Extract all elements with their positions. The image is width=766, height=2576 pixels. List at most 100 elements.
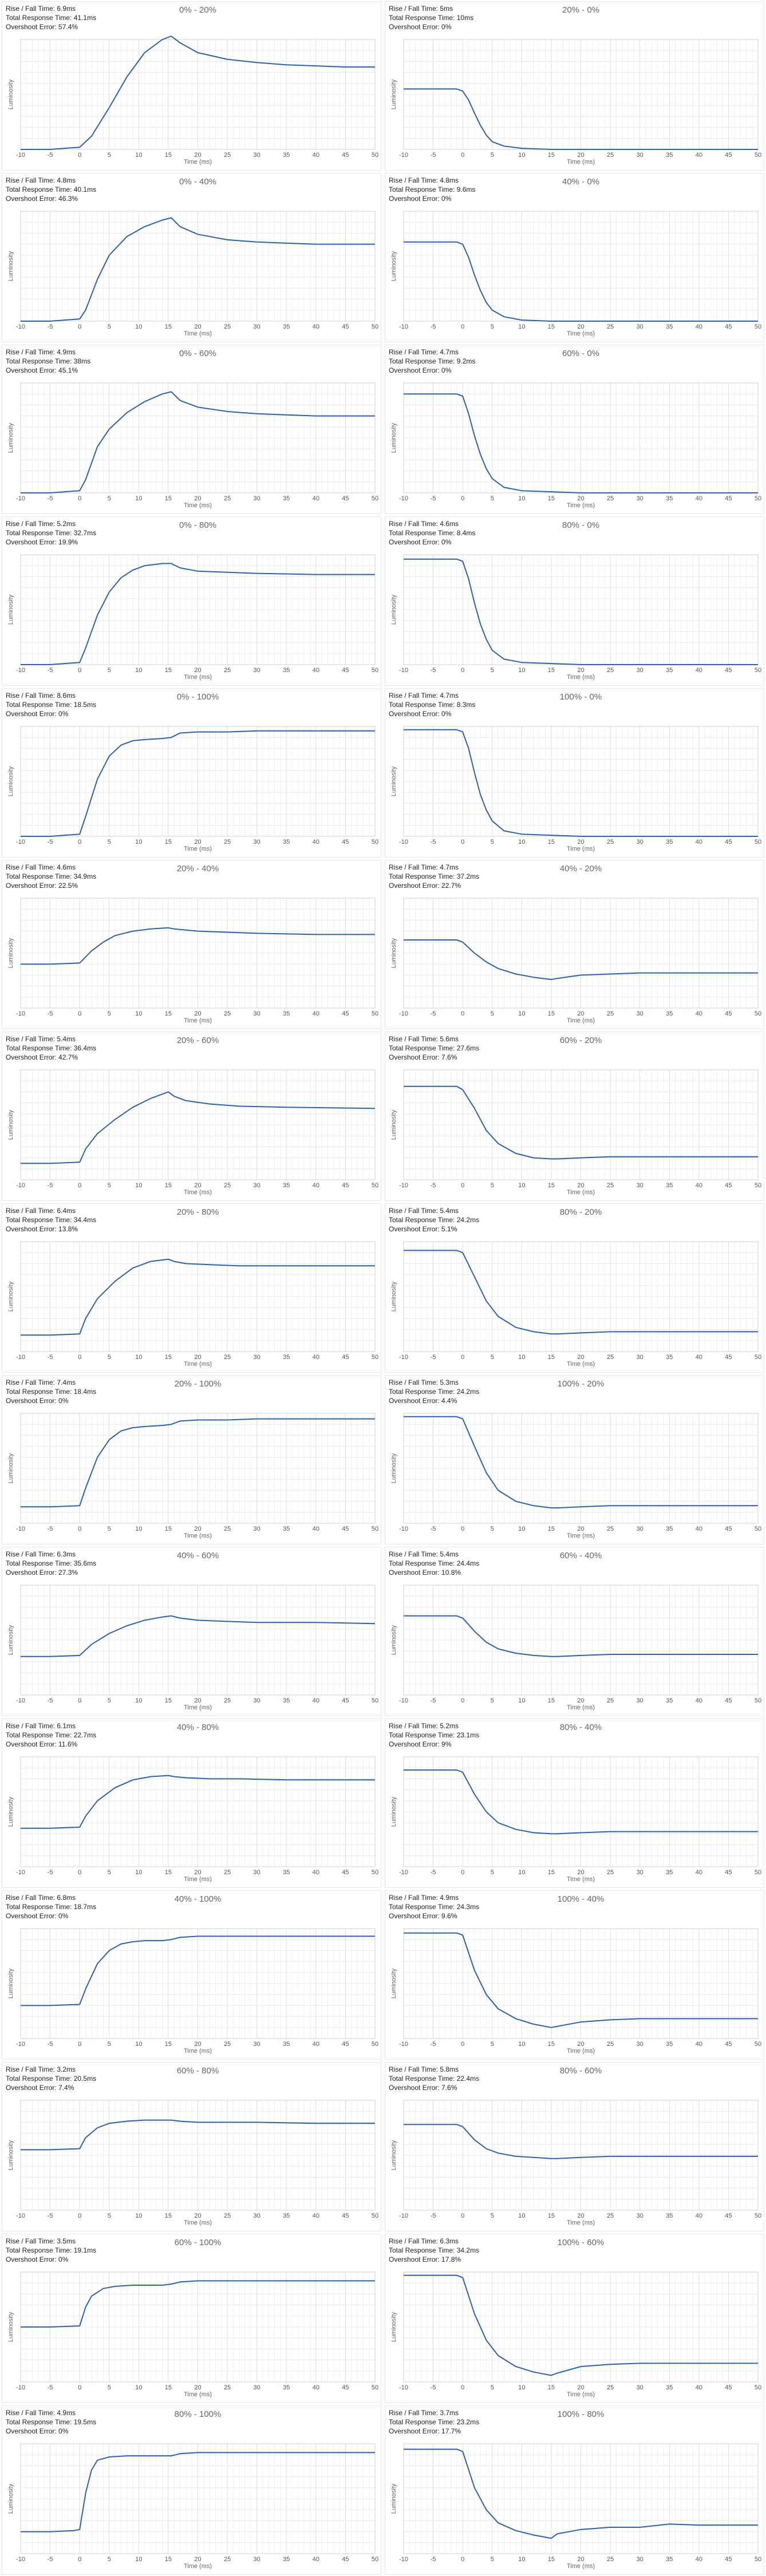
x-tick-label: 5 (108, 1697, 111, 1704)
series-line (21, 730, 375, 837)
x-tick-label: 10 (518, 152, 525, 159)
chart-panel: Rise / Fall Time: 5ms Total Response Time… (385, 1, 764, 171)
stat-line: Overshoot Error: 0% (389, 366, 452, 374)
chart-panel: Rise / Fall Time: 7.4ms Total Response Ti… (2, 1375, 381, 1544)
x-tick-label: 45 (725, 1697, 732, 1704)
x-tick-label: 20 (194, 839, 201, 846)
x-tick-label: 50 (755, 667, 761, 674)
y-axis-label: Luminosity (7, 1109, 14, 1140)
stat-line: Overshoot Error: 11.6% (6, 1740, 78, 1748)
line-plot: -10 -5 0 5 10 15 20 25 30 35 40 45 50 Time (ms) Lumino… (390, 2100, 761, 2226)
x-tick-label: 25 (607, 1697, 614, 1704)
series-line (21, 2452, 375, 2532)
x-tick-label: 15 (165, 1182, 172, 1189)
plot-frame (20, 2443, 376, 2554)
x-tick-label: 5 (491, 1010, 494, 1017)
x-tick-label: 35 (283, 2556, 290, 2563)
chart-panel: Rise / Fall Time: 6.3ms Total Response Ti… (385, 2234, 764, 2403)
line-plot: -10 -5 0 5 10 15 20 25 30 35 40 45 50 Time (ms) Lumino… (7, 382, 378, 509)
chart-panel: Rise / Fall Time: 5.6ms Total Response Ti… (385, 1032, 764, 1201)
response-stats: Rise / Fall Time: 6.4ms Total Response Ti… (6, 1206, 96, 1234)
x-tick-label: 0 (461, 1697, 464, 1704)
x-tick-label: 45 (342, 2212, 349, 2219)
x-tick-label: 15 (165, 152, 172, 159)
x-tick-label: 0 (461, 152, 464, 159)
chart-panel: Rise / Fall Time: 3.5ms Total Response Ti… (2, 2234, 381, 2403)
stat-line: Total Response Time: 10ms (389, 14, 474, 22)
x-tick-label: 30 (637, 1697, 643, 1704)
y-axis-label: Luminosity (390, 422, 397, 453)
x-tick-label: 25 (224, 495, 231, 502)
plot-frame (403, 1756, 759, 1867)
response-stats: Rise / Fall Time: 6.3ms Total Response Ti… (389, 2237, 479, 2264)
series-line (404, 1769, 758, 1835)
stat-line: Overshoot Error: 22.5% (6, 882, 78, 890)
x-tick-label: 20 (194, 495, 201, 502)
stat-line: Overshoot Error: 0% (389, 538, 452, 546)
x-tick-label: 10 (135, 1010, 142, 1017)
x-tick-label: 50 (372, 2041, 378, 2048)
x-tick-label: -5 (48, 1010, 53, 1017)
x-tick-label: 0 (78, 839, 81, 846)
line-plot: -10 -5 0 5 10 15 20 25 30 35 40 45 50 Time (ms) Lumino… (7, 1928, 378, 2055)
gridlines (403, 1585, 759, 1696)
x-tick-label: 45 (342, 1697, 349, 1704)
x-tick-label: 10 (518, 1526, 525, 1532)
x-tick-label: -5 (431, 1697, 436, 1704)
x-tick-label: 0 (78, 1869, 81, 1876)
x-tick-label: 5 (491, 2041, 494, 2048)
x-tick-label: 15 (165, 1010, 172, 1017)
x-tick-label: 5 (108, 839, 111, 846)
x-axis-label: Time (ms) (567, 330, 595, 337)
series-line (404, 2448, 758, 2539)
x-tick-label: 5 (491, 1182, 494, 1189)
x-tick-label: 10 (518, 1354, 525, 1361)
response-stats: Rise / Fall Time: 5.8ms Total Response Ti… (389, 2065, 479, 2092)
stat-line: Rise / Fall Time: 5ms (389, 5, 453, 13)
x-tick-label: 25 (607, 1354, 614, 1361)
x-tick-label: -5 (48, 2556, 53, 2563)
x-tick-label: 15 (165, 2384, 172, 2391)
x-tick-label: 40 (313, 495, 319, 502)
chart-title: 20% - 0% (562, 5, 600, 15)
chart-title: 0% - 100% (176, 692, 219, 702)
response-stats: Rise / Fall Time: 4.9ms Total Response Ti… (6, 347, 90, 375)
x-tick-label: 35 (666, 1869, 673, 1876)
x-tick-label: 15 (165, 1354, 172, 1361)
x-tick-label: 10 (135, 839, 142, 846)
stat-line: Rise / Fall Time: 4.8ms (389, 176, 459, 184)
x-tick-label: 15 (165, 495, 172, 502)
x-tick-label: -10 (16, 152, 25, 159)
stat-line: Overshoot Error: 0% (6, 1397, 69, 1405)
x-tick-label: 35 (283, 1182, 290, 1189)
chart-title: 80% - 0% (562, 520, 600, 530)
x-tick-label: 40 (696, 1010, 702, 1017)
y-axis-label: Luminosity (390, 2140, 397, 2170)
x-tick-label: 5 (108, 2041, 111, 2048)
x-tick-label: 5 (108, 1354, 111, 1361)
x-tick-label: 35 (283, 495, 290, 502)
x-tick-label: 30 (254, 1354, 260, 1361)
stat-line: Overshoot Error: 5.1% (389, 1225, 457, 1233)
x-tick-label: 25 (224, 1869, 231, 1876)
x-tick-label: 25 (224, 152, 231, 159)
response-stats: Rise / Fall Time: 4.7ms Total Response Ti… (389, 691, 475, 718)
x-tick-label: 25 (224, 1697, 231, 1704)
x-tick-label: 35 (666, 1182, 673, 1189)
stat-line: Total Response Time: 20.5ms (6, 2075, 97, 2083)
x-tick-label: 45 (725, 2212, 732, 2219)
plot-frame (403, 898, 759, 1009)
x-tick-label: 0 (78, 1697, 81, 1704)
gridlines (20, 726, 376, 837)
x-tick-label: 10 (518, 323, 525, 330)
x-tick-label: 45 (342, 323, 349, 330)
line-plot: -10 -5 0 5 10 15 20 25 30 35 40 45 50 Time (ms) Lumino… (390, 2443, 761, 2570)
chart-title: 60% - 100% (174, 2238, 222, 2247)
stat-line: Overshoot Error: 10.8% (389, 1568, 461, 1577)
x-tick-label: 0 (461, 1354, 464, 1361)
x-tick-label: 25 (224, 1354, 231, 1361)
x-tick-label: -10 (16, 1182, 25, 1189)
x-axis-label: Time (ms) (567, 1361, 595, 1368)
x-tick-label: 35 (283, 2041, 290, 2048)
